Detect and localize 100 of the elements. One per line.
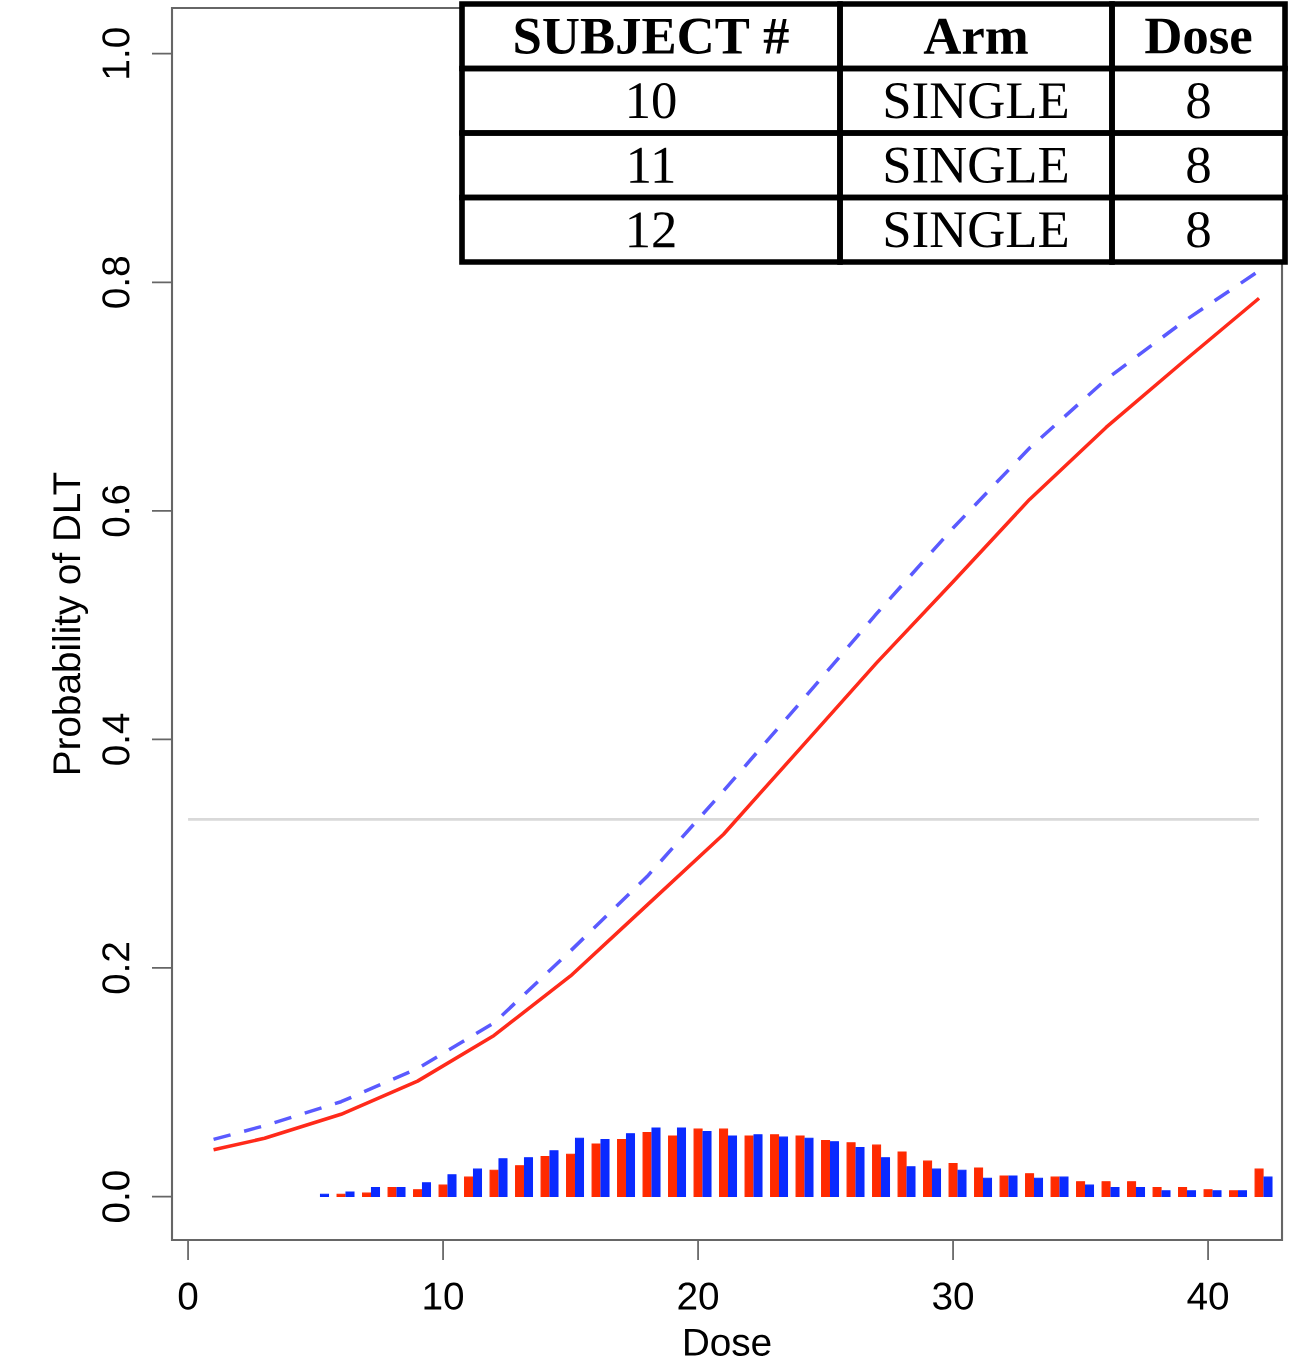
bar bbox=[897, 1151, 907, 1198]
bar bbox=[345, 1191, 355, 1198]
bar bbox=[1050, 1176, 1060, 1198]
annotation: 8 bbox=[1187, 211, 1210, 248]
bar bbox=[591, 1143, 601, 1198]
bar bbox=[829, 1141, 840, 1198]
bar bbox=[413, 1189, 423, 1198]
bar bbox=[693, 1128, 703, 1198]
bar bbox=[1229, 1190, 1239, 1198]
y-tick-label: 0.2 bbox=[102, 943, 130, 994]
bar bbox=[880, 1157, 891, 1198]
bar bbox=[625, 1133, 636, 1198]
bar bbox=[396, 1186, 406, 1198]
bar bbox=[719, 1128, 729, 1198]
bar bbox=[702, 1130, 712, 1198]
bar bbox=[1025, 1173, 1035, 1198]
bar bbox=[421, 1182, 432, 1198]
y-tick-label: 1.0 bbox=[102, 28, 130, 78]
bar bbox=[1008, 1175, 1018, 1198]
bar bbox=[642, 1132, 652, 1198]
annotation: SINGLE bbox=[885, 212, 1068, 248]
bar bbox=[982, 1177, 993, 1198]
y-axis-title: Probability of DLT bbox=[52, 472, 89, 773]
bar bbox=[1101, 1181, 1111, 1198]
annotation: SINGLE bbox=[885, 83, 1068, 119]
annotation: 8 bbox=[1187, 82, 1210, 119]
bar bbox=[999, 1175, 1009, 1198]
x-axis-title: Dose bbox=[685, 1328, 771, 1356]
bar bbox=[1178, 1186, 1188, 1198]
bar bbox=[1212, 1190, 1222, 1198]
bar bbox=[1186, 1190, 1197, 1198]
bar bbox=[566, 1153, 576, 1198]
bar bbox=[1084, 1184, 1095, 1198]
bar bbox=[855, 1146, 865, 1198]
annotation: 8 bbox=[1187, 147, 1210, 183]
x-tick-label: 40 bbox=[1187, 1282, 1229, 1310]
annotation: 11 bbox=[630, 147, 674, 183]
x-tick-label: 30 bbox=[933, 1282, 974, 1310]
bar bbox=[1033, 1177, 1044, 1198]
annotation: SUBJECT # bbox=[515, 18, 789, 54]
bar bbox=[753, 1134, 763, 1198]
bar bbox=[931, 1168, 942, 1198]
bar bbox=[651, 1127, 661, 1198]
bar bbox=[362, 1192, 372, 1198]
bar bbox=[846, 1142, 856, 1198]
y-tick-label: 0.6 bbox=[102, 485, 130, 537]
bar bbox=[498, 1158, 508, 1198]
bar bbox=[770, 1134, 780, 1198]
bar bbox=[906, 1166, 916, 1198]
bar bbox=[574, 1137, 585, 1198]
bar bbox=[1152, 1186, 1162, 1198]
bar bbox=[948, 1162, 958, 1198]
bar bbox=[1263, 1176, 1273, 1198]
bar bbox=[668, 1135, 678, 1198]
bar bbox=[370, 1186, 381, 1198]
bar bbox=[795, 1135, 805, 1198]
annotation: Arm bbox=[923, 18, 1028, 54]
x-tick-label: 20 bbox=[678, 1282, 719, 1310]
annotation: Dose bbox=[1145, 18, 1252, 54]
bar bbox=[804, 1137, 814, 1198]
bar bbox=[676, 1127, 687, 1198]
annotation: 12 bbox=[629, 212, 675, 248]
bar bbox=[617, 1138, 627, 1198]
x-tick-label: 10 bbox=[424, 1282, 464, 1310]
bar bbox=[778, 1136, 789, 1198]
bar bbox=[1059, 1176, 1069, 1198]
bar bbox=[336, 1193, 346, 1198]
bar bbox=[1135, 1186, 1146, 1198]
y-tick-label: 0.8 bbox=[102, 257, 130, 308]
x-tick-label: 0 bbox=[178, 1282, 198, 1310]
annotation: 10 bbox=[629, 82, 676, 119]
bar bbox=[600, 1138, 610, 1198]
bar bbox=[472, 1168, 483, 1198]
bar bbox=[319, 1193, 330, 1198]
bar bbox=[872, 1144, 882, 1198]
bar bbox=[1076, 1181, 1086, 1198]
bar bbox=[1110, 1186, 1120, 1198]
bar bbox=[438, 1184, 448, 1198]
bar bbox=[1127, 1181, 1137, 1198]
bar bbox=[464, 1176, 474, 1198]
bar bbox=[923, 1160, 933, 1198]
bar bbox=[974, 1167, 984, 1198]
bar bbox=[1254, 1168, 1264, 1198]
bar bbox=[727, 1135, 738, 1198]
bar bbox=[549, 1150, 559, 1198]
bar bbox=[523, 1157, 534, 1198]
bar bbox=[957, 1169, 967, 1198]
bar bbox=[447, 1174, 457, 1198]
bar bbox=[387, 1186, 397, 1198]
bar bbox=[1161, 1190, 1171, 1198]
bar bbox=[1203, 1189, 1213, 1198]
bar bbox=[515, 1165, 525, 1198]
y-tick-label: 0.0 bbox=[102, 1171, 130, 1222]
bar bbox=[540, 1156, 550, 1198]
bar bbox=[489, 1169, 499, 1198]
bar bbox=[1237, 1190, 1248, 1198]
bar bbox=[744, 1135, 754, 1198]
y-tick-label: 0.4 bbox=[102, 713, 130, 765]
annotation: SINGLE bbox=[885, 147, 1068, 183]
bar bbox=[821, 1140, 831, 1198]
